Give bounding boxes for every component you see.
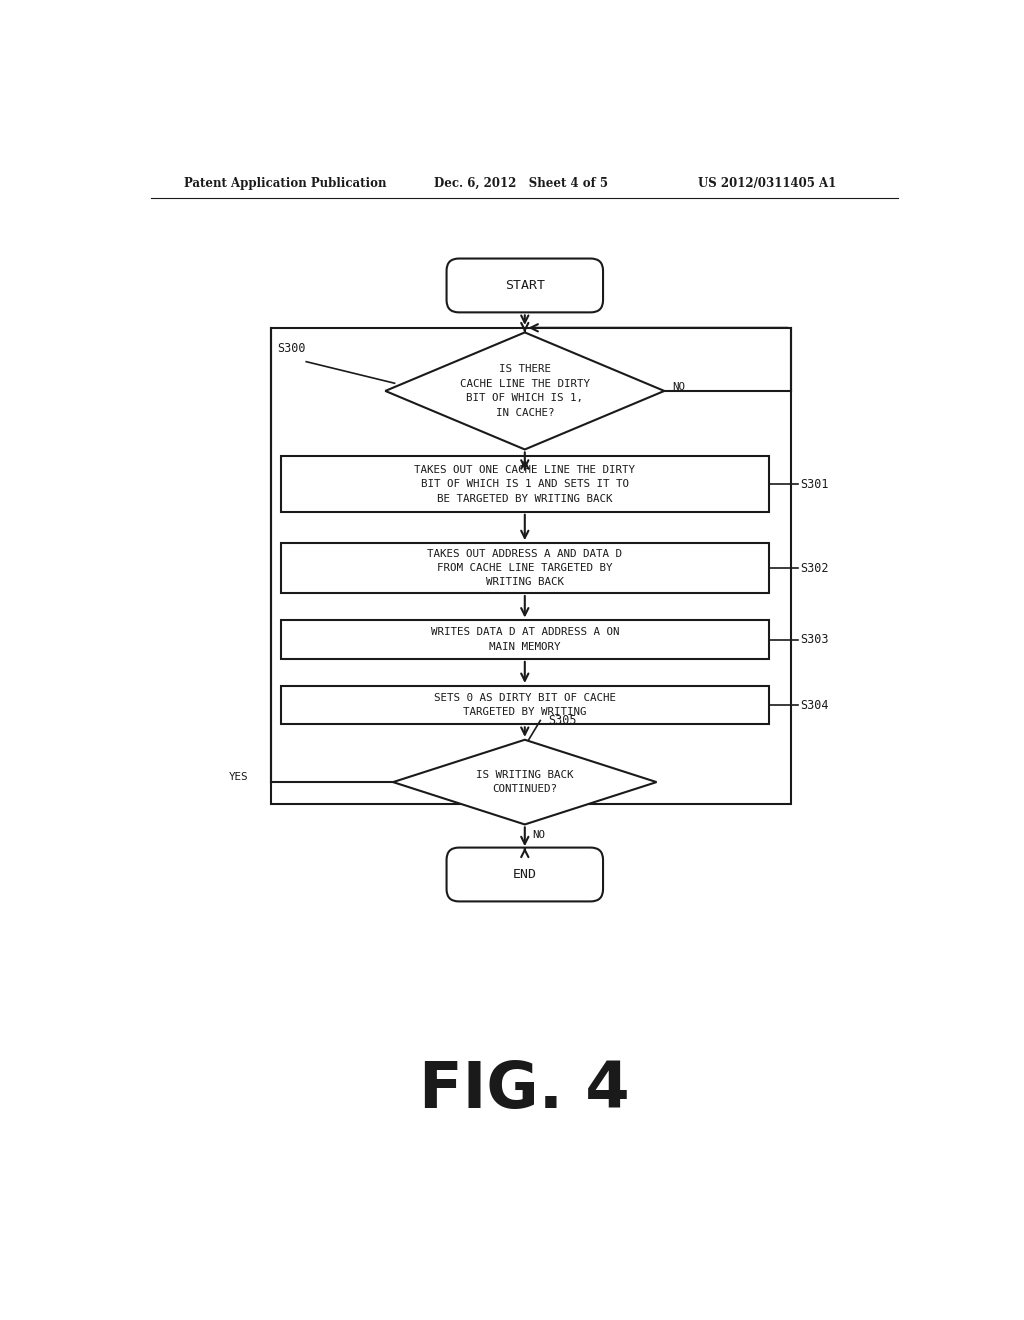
Text: Patent Application Publication: Patent Application Publication [183,177,386,190]
Text: IS WRITING BACK
CONTINUED?: IS WRITING BACK CONTINUED? [476,770,573,795]
Bar [271,327,791,804]
Bar [281,543,769,593]
Text: FIG. 4: FIG. 4 [420,1059,630,1121]
Text: S304: S304 [800,698,828,711]
Polygon shape [393,739,656,825]
Text: IS THERE
CACHE LINE THE DIRTY
BIT OF WHICH IS 1,
IN CACHE?: IS THERE CACHE LINE THE DIRTY BIT OF WHI… [460,364,590,417]
Text: NO: NO [672,381,685,392]
Text: TAKES OUT ONE CACHE LINE THE DIRTY
BIT OF WHICH IS 1 AND SETS IT TO
BE TARGETED : TAKES OUT ONE CACHE LINE THE DIRTY BIT O… [415,465,635,503]
FancyBboxPatch shape [446,259,603,313]
Bar [281,686,769,725]
Text: END: END [513,869,537,880]
Text: YES: YES [228,772,248,783]
Text: S301: S301 [800,478,828,491]
Text: Dec. 6, 2012   Sheet 4 of 5: Dec. 6, 2012 Sheet 4 of 5 [434,177,608,190]
Polygon shape [385,333,665,450]
Text: START: START [505,279,545,292]
Text: NO: NO [532,830,546,840]
Bar [281,620,769,659]
Text: S303: S303 [800,634,828,647]
FancyBboxPatch shape [446,847,603,902]
Text: SETS 0 AS DIRTY BIT OF CACHE
TARGETED BY WRITING: SETS 0 AS DIRTY BIT OF CACHE TARGETED BY… [434,693,615,717]
Text: TAKES OUT ADDRESS A AND DATA D
FROM CACHE LINE TARGETED BY
WRITING BACK: TAKES OUT ADDRESS A AND DATA D FROM CACH… [427,549,623,587]
Text: S300: S300 [276,342,305,355]
Text: S302: S302 [800,561,828,574]
Text: S305: S305 [548,714,577,727]
Text: US 2012/0311405 A1: US 2012/0311405 A1 [697,177,836,190]
Bar [281,457,769,512]
Text: YES: YES [532,455,552,465]
Text: WRITES DATA D AT ADDRESS A ON
MAIN MEMORY: WRITES DATA D AT ADDRESS A ON MAIN MEMOR… [430,627,620,652]
